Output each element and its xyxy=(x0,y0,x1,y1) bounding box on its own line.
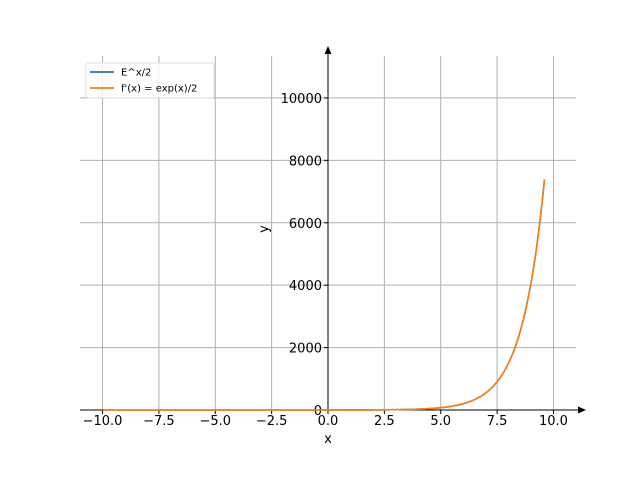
y-ticks: 0 2000 4000 6000 8000 10000 xyxy=(281,92,328,419)
y-tick-label: 8000 xyxy=(289,154,322,169)
legend: E^x/2 f'(x) = exp(x)/2 xyxy=(85,62,215,99)
x-axis-label: x xyxy=(324,432,332,447)
y-tick-label: 6000 xyxy=(289,217,322,232)
x-tick-label: 2.5 xyxy=(374,414,395,429)
legend-label: E^x/2 xyxy=(121,68,151,79)
x-tick-label: 10.0 xyxy=(539,414,568,429)
x-tick-label: 7.5 xyxy=(487,414,508,429)
series-lines xyxy=(102,179,546,411)
x-ticks: −10.0 −7.5 −5.0 −2.5 0.0 2.5 5.0 7.5 10.0 xyxy=(83,410,568,429)
series-line-1 xyxy=(102,179,546,411)
legend-label: f'(x) = exp(x)/2 xyxy=(121,84,197,95)
y-axis-label: y xyxy=(257,225,272,233)
x-tick-label: 0.0 xyxy=(318,414,339,429)
x-tick-label: −5.0 xyxy=(199,414,231,429)
x-tick-label: −10.0 xyxy=(83,414,123,429)
x-tick-label: 5.0 xyxy=(430,414,451,429)
x-tick-label: −2.5 xyxy=(256,414,288,429)
y-axis-arrow-icon xyxy=(324,46,332,54)
x-axis-arrow-icon xyxy=(578,406,586,414)
series-line-2 xyxy=(102,179,546,411)
y-tick-label: 2000 xyxy=(289,342,322,357)
y-tick-label: 4000 xyxy=(289,279,322,294)
y-tick-label: 0 xyxy=(314,404,322,419)
legend-box xyxy=(85,62,215,99)
y-tick-label: 10000 xyxy=(281,92,322,107)
x-tick-label: −7.5 xyxy=(143,414,175,429)
